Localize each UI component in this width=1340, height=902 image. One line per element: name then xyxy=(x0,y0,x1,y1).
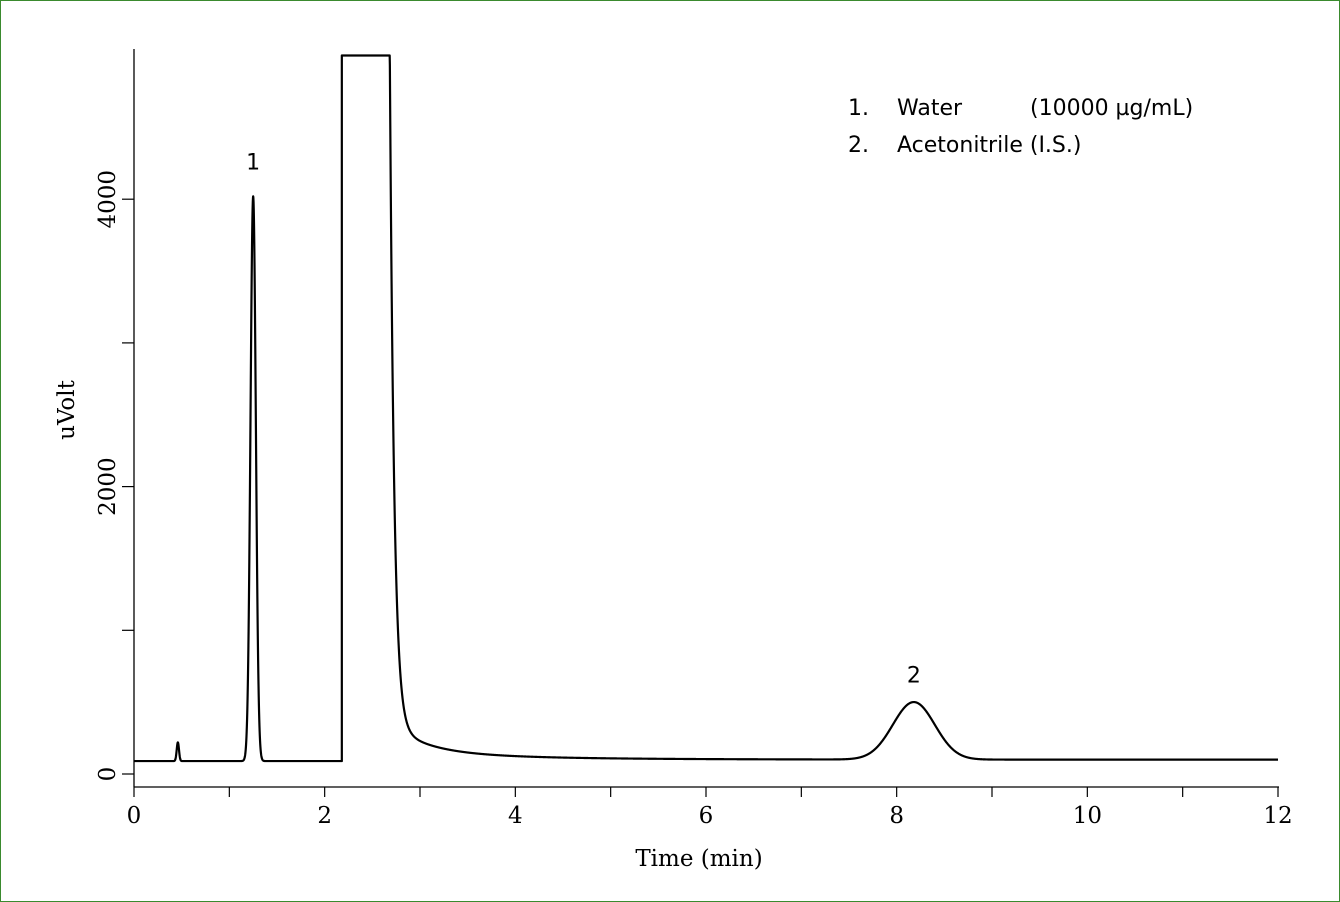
chromatogram-trace xyxy=(133,54,1279,763)
y-axis-title: uVolt xyxy=(54,379,80,440)
legend-item-1-name: Water xyxy=(897,96,963,121)
x-tick-label: 2 xyxy=(317,803,332,829)
ticks: 0 2 4 6 8 10 12 0 2000 4000 xyxy=(95,170,1293,829)
legend-item-2-name: Acetonitrile (I.S.) xyxy=(897,133,1081,158)
x-tick-label: 12 xyxy=(1263,803,1292,829)
y-tick-label: 4000 xyxy=(95,170,121,229)
x-tick-label: 4 xyxy=(508,803,523,829)
legend-item-2-number: 2. xyxy=(848,133,869,158)
x-tick-label: 8 xyxy=(889,803,904,829)
peak-label-2: 2 xyxy=(907,664,921,689)
peak-label-1: 1 xyxy=(246,151,260,176)
x-tick-label: 10 xyxy=(1073,803,1102,829)
x-tick-label: 0 xyxy=(127,803,142,829)
legend-item-1-detail: (10000 µg/mL) xyxy=(1030,96,1193,121)
trace-layer xyxy=(133,54,1279,763)
legend-item-1-number: 1. xyxy=(848,96,869,121)
axes xyxy=(133,49,1279,788)
legend: 1. Water (10000 µg/mL) 2. Acetonitrile (… xyxy=(848,96,1193,158)
labels: 12 xyxy=(246,151,921,689)
x-tick-label: 6 xyxy=(699,803,714,829)
y-tick-label: 0 xyxy=(95,767,121,782)
y-tick-label: 2000 xyxy=(95,457,121,516)
x-axis-title: Time (min) xyxy=(635,846,762,872)
